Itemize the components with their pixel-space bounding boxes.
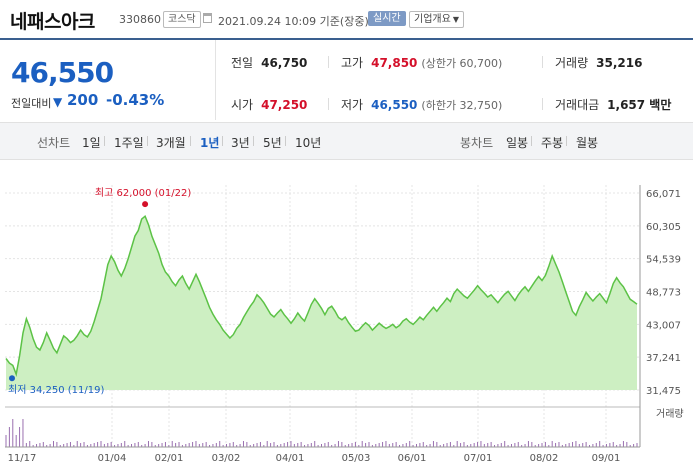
stat-low: 저가 46,550 (하한가 32,750) [341, 96, 502, 113]
x-tick-label: 07/01 [464, 453, 493, 464]
price-area-fill [6, 216, 637, 390]
stat-label: 저가 [341, 98, 364, 112]
y-tick-label: 60,305 [646, 222, 681, 233]
stat-label: 고가 [341, 56, 364, 70]
period-3y-button[interactable]: 3년 [231, 136, 250, 150]
stock-code: 330860 [119, 13, 161, 26]
min-label: 최저 34,250 (11/19) [8, 384, 104, 396]
max-point-marker [142, 201, 149, 208]
price-line [5, 214, 638, 377]
divider [566, 136, 567, 146]
y-tick-label: 43,007 [646, 320, 681, 331]
stat-value: 46,550 [371, 98, 418, 112]
quote-datetime: 2021.09.24 10:09 기준(장중) [218, 15, 369, 28]
candle-chart-label: 봉차트 [460, 136, 494, 150]
divider [104, 136, 105, 146]
stat-label: 거래대금 [555, 98, 600, 112]
candle-monthly-button[interactable]: 월봉 [576, 136, 599, 150]
stat-value: 47,850 [371, 56, 418, 70]
divider [222, 136, 223, 146]
price-change: 200 [67, 91, 99, 109]
period-1y-button[interactable]: 1년 [200, 136, 220, 150]
y-tick-label: 31,475 [646, 386, 681, 397]
stat-value: 46,750 [261, 56, 308, 70]
y-tick-label: 37,241 [646, 353, 681, 364]
line-chart-label: 선차트 [37, 136, 71, 150]
period-5y-button[interactable]: 5년 [263, 136, 282, 150]
divider [328, 56, 329, 68]
stock-header: 네패스아크 330860 코스닥 2021.09.24 10:09 기준(장중)… [0, 0, 693, 40]
stat-volume: 거래량 35,216 [555, 54, 642, 71]
stat-sub: (하한가 32,750) [421, 99, 503, 112]
stat-value: 47,250 [261, 98, 308, 112]
y-tick-label: 66,071 [646, 189, 681, 200]
period-3m-button[interactable]: 3개월 [156, 136, 186, 150]
divider [253, 136, 254, 146]
stat-label: 전일 [231, 56, 254, 70]
stat-value: 1,657 백만 [607, 98, 672, 112]
candle-weekly-button[interactable]: 주봉 [541, 136, 564, 150]
stat-label: 거래량 [555, 56, 589, 70]
price-change-percent: -0.43% [106, 91, 165, 109]
divider [542, 98, 543, 110]
stat-open: 시가 47,250 [231, 96, 307, 113]
x-tick-label: 09/01 [592, 453, 621, 464]
x-tick-label: 11/17 [8, 453, 37, 464]
x-tick-label: 01/04 [98, 453, 127, 464]
market-badge: 코스닥 [163, 11, 201, 28]
divider [531, 136, 532, 146]
candle-daily-button[interactable]: 일봉 [506, 136, 529, 150]
down-arrow-icon: ▼ [53, 95, 63, 109]
y-tick-label: 48,773 [646, 288, 681, 299]
stat-high: 고가 47,850 (상한가 60,700) [341, 54, 502, 71]
price-chart: 66,071 60,305 54,539 48,773 43,007 37,241 31,4… [5, 185, 684, 464]
company-overview-button[interactable]: 기업개요 ▼ [409, 11, 464, 28]
current-price: 46,550 [11, 56, 114, 89]
min-point-marker [9, 375, 15, 382]
chart-toolbar: 선차트 1일 1주일 3개월 1년 3년 5년 10년 봉차트 일봉 주봉 월봉 [0, 122, 693, 160]
divider [542, 56, 543, 68]
x-tick-label: 02/01 [155, 453, 184, 464]
period-1w-button[interactable]: 1주일 [114, 136, 144, 150]
x-tick-label: 03/02 [212, 453, 241, 464]
max-label: 최고 62,000 (01/22) [95, 187, 191, 199]
stat-label: 시가 [231, 98, 254, 112]
realtime-button[interactable]: 실시간 [368, 11, 406, 26]
calendar-icon [203, 13, 212, 23]
volume-label: 거래량 [656, 408, 684, 420]
divider [285, 136, 286, 146]
divider [328, 98, 329, 110]
stats-grid: 전일 46,750 고가 47,850 (상한가 60,700) 거래량 35,216 … [216, 40, 693, 120]
divider [190, 136, 191, 146]
volume-label-text: 거래량 [656, 408, 684, 420]
stock-name: 네패스아크 [10, 11, 95, 33]
stat-trade-amount: 거래대금 1,657 백만 [555, 96, 671, 113]
price-summary: 46,550 전일대비 ▼ 200 -0.43% [0, 40, 216, 120]
y-tick-label: 54,539 [646, 255, 681, 266]
change-label: 전일대비 [11, 97, 52, 110]
stat-sub: (상한가 60,700) [421, 57, 503, 70]
period-10y-button[interactable]: 10년 [295, 136, 322, 150]
stat-prev-close: 전일 46,750 [231, 54, 307, 71]
x-tick-label: 05/03 [342, 453, 371, 464]
period-1d-button[interactable]: 1일 [82, 136, 101, 150]
divider [147, 136, 148, 146]
chevron-down-icon: ▼ [452, 15, 459, 24]
x-tick-label: 08/02 [530, 453, 559, 464]
overview-label: 기업개요 [414, 14, 451, 25]
x-tick-label: 04/01 [276, 453, 305, 464]
x-tick-label: 06/01 [398, 453, 427, 464]
stat-value: 35,216 [596, 56, 643, 70]
